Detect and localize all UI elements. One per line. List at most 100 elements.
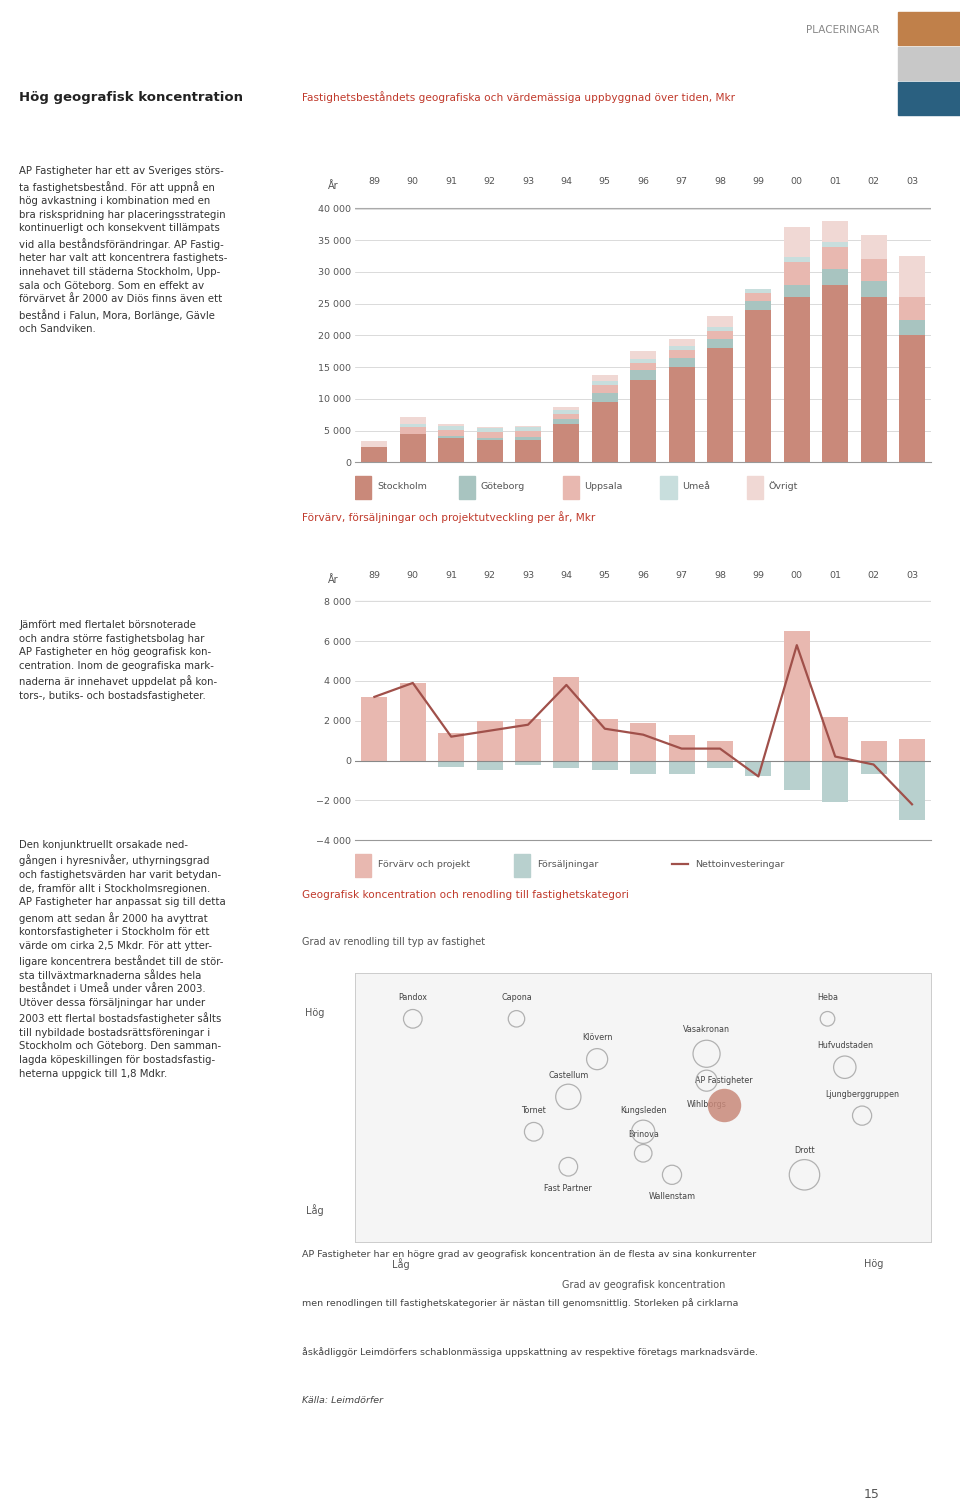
Text: PLACERINGAR: PLACERINGAR (806, 26, 879, 35)
Bar (399, 683, 426, 760)
Point (837, 1055, 852, 1079)
FancyBboxPatch shape (898, 82, 960, 115)
Text: Brinova: Brinova (628, 1130, 659, 1139)
Text: Låg: Låg (393, 1257, 410, 1269)
Point (636, 1141, 651, 1165)
Text: Capona: Capona (501, 993, 532, 1002)
Bar (476, 438, 503, 440)
Bar (630, 379, 657, 462)
Text: 00: 00 (791, 177, 803, 186)
Bar (899, 760, 925, 820)
Bar (553, 419, 580, 425)
Bar (515, 437, 541, 440)
Text: Pandox: Pandox (398, 993, 427, 1002)
Point (699, 1041, 714, 1065)
Point (405, 1006, 420, 1031)
Bar (438, 425, 465, 426)
Text: 91: 91 (445, 177, 457, 186)
Bar (553, 760, 580, 769)
Bar (476, 432, 503, 438)
Text: åskådliggör Leimdörfers schablonmässiga uppskattning av respektive företags mark: åskådliggör Leimdörfers schablonmässiga … (302, 1346, 758, 1357)
Text: 95: 95 (599, 177, 611, 186)
FancyBboxPatch shape (747, 476, 763, 499)
Text: Låg: Låg (306, 1204, 324, 1216)
Bar (707, 338, 733, 348)
Bar (630, 360, 657, 363)
Bar (860, 236, 887, 260)
Text: 02: 02 (868, 177, 879, 186)
Text: 91: 91 (445, 571, 457, 580)
Bar (745, 310, 772, 462)
Bar (822, 716, 849, 760)
Point (797, 1163, 812, 1188)
Bar (438, 435, 465, 438)
Text: Tornet: Tornet (521, 1106, 546, 1115)
Bar (860, 260, 887, 281)
Text: Umeå: Umeå (683, 482, 710, 491)
Text: 03: 03 (906, 177, 918, 186)
Bar (515, 719, 541, 760)
Bar (860, 281, 887, 298)
FancyBboxPatch shape (459, 476, 475, 499)
Text: 96: 96 (637, 571, 649, 580)
Bar (783, 632, 810, 760)
Bar (553, 414, 580, 419)
Bar (668, 367, 695, 462)
Bar (591, 375, 618, 381)
Text: 94: 94 (561, 571, 572, 580)
Bar (399, 417, 426, 423)
Bar (361, 447, 388, 462)
Bar (591, 719, 618, 760)
Bar (822, 221, 849, 242)
Bar (553, 425, 580, 462)
Text: AP Fastigheter har en högre grad av geografisk koncentration än de flesta av sin: AP Fastigheter har en högre grad av geog… (302, 1250, 756, 1259)
Bar (668, 351, 695, 358)
Bar (399, 434, 426, 462)
Text: Geografisk koncentration och renodling till fastighetskategori: Geografisk koncentration och renodling t… (302, 890, 629, 901)
Text: 89: 89 (369, 571, 380, 580)
Bar (668, 338, 695, 346)
Bar (630, 351, 657, 360)
Bar (899, 320, 925, 335)
Bar (591, 393, 618, 402)
Point (526, 1120, 541, 1144)
Bar (783, 298, 810, 462)
Bar (476, 428, 503, 432)
Bar (707, 331, 733, 338)
Text: Fastighetsbeståndets geografiska och värdemässiga uppbyggnad över tiden, Mkr: Fastighetsbeståndets geografiska och vär… (302, 91, 735, 103)
Text: Grad av renodling till typ av fastighet: Grad av renodling till typ av fastighet (302, 937, 486, 947)
Bar (591, 385, 618, 393)
Bar (630, 760, 657, 775)
Bar (668, 760, 695, 775)
Text: 97: 97 (676, 177, 687, 186)
Text: Wallenstam: Wallenstam (648, 1192, 696, 1201)
Text: 03: 03 (906, 571, 918, 580)
Bar (438, 426, 465, 431)
Text: Castellum: Castellum (548, 1071, 588, 1080)
Text: År: År (328, 181, 339, 190)
Point (561, 1085, 576, 1109)
Bar (591, 402, 618, 462)
Bar (630, 363, 657, 370)
Bar (899, 335, 925, 462)
Text: Förvärv, försäljningar och projektutveckling per år, Mkr: Förvärv, försäljningar och projektutveck… (302, 511, 595, 523)
FancyBboxPatch shape (898, 47, 960, 80)
Bar (822, 760, 849, 802)
Bar (822, 284, 849, 462)
Bar (707, 760, 733, 769)
Bar (399, 428, 426, 434)
Text: Övrigt: Övrigt (769, 482, 798, 491)
Bar (361, 697, 388, 760)
FancyBboxPatch shape (660, 476, 677, 499)
Bar (591, 381, 618, 385)
Bar (745, 301, 772, 310)
Bar (515, 428, 541, 431)
Text: Hög geografisk koncentration: Hög geografisk koncentration (19, 91, 243, 104)
Text: Nettoinvesteringar: Nettoinvesteringar (695, 860, 784, 869)
Bar (399, 423, 426, 428)
Bar (783, 257, 810, 263)
FancyBboxPatch shape (563, 476, 579, 499)
Text: Hög: Hög (305, 1008, 324, 1018)
Bar (515, 431, 541, 437)
Text: 90: 90 (407, 571, 419, 580)
